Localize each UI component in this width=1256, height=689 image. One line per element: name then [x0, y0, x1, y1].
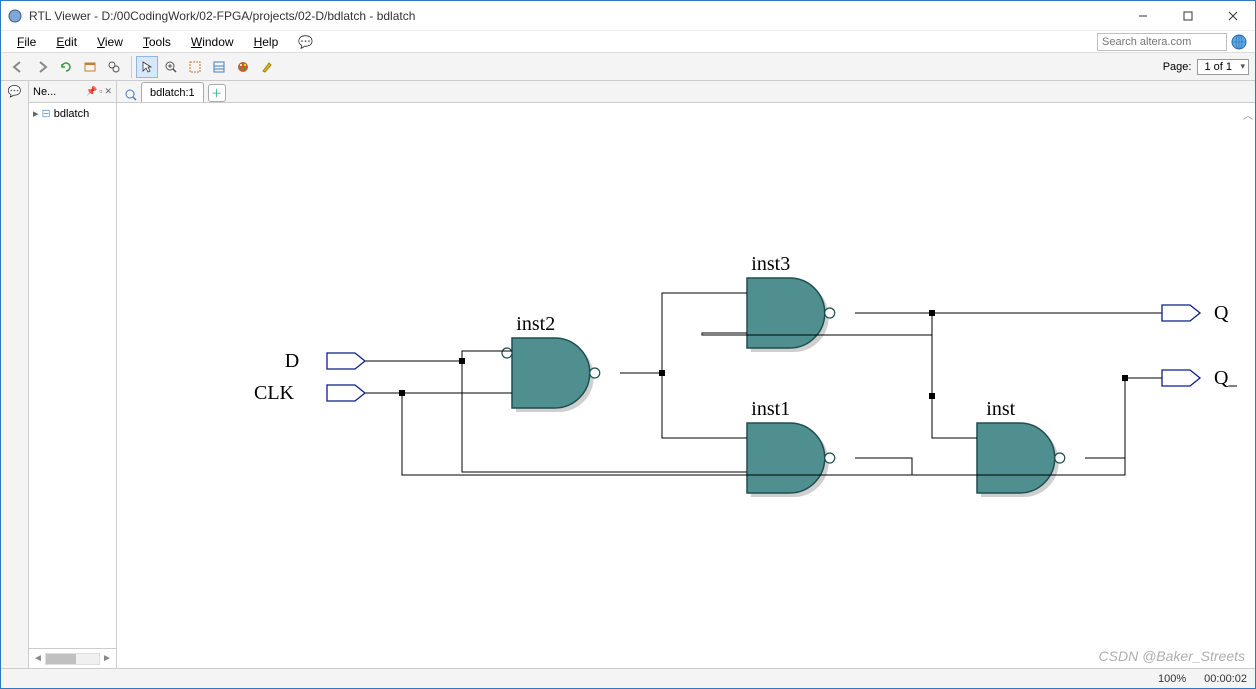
titlebar: RTL Viewer - D:/00CodingWork/02-FPGA/pro… [1, 1, 1255, 31]
add-tab-button[interactable]: ＋ [208, 84, 226, 102]
menu-tools[interactable]: Tools [135, 33, 179, 51]
minimize-button[interactable] [1120, 1, 1165, 31]
main-toolbar: Page: 1 of 1 [1, 53, 1255, 81]
back-button[interactable] [7, 56, 29, 78]
netlist-navigator: Ne... 📌 ▫ ✕ ▸ ⊟ bdlatch ◄ ► [29, 81, 117, 668]
expand-icon[interactable]: ▸ [33, 107, 39, 120]
svg-text:CLK: CLK [254, 382, 295, 404]
forward-button[interactable] [31, 56, 53, 78]
nav-tree[interactable]: ▸ ⊟ bdlatch [29, 103, 116, 648]
highlight-tool[interactable] [256, 56, 278, 78]
menu-file[interactable]: File [9, 33, 44, 51]
maximize-button[interactable] [1165, 1, 1210, 31]
refresh-button[interactable] [55, 56, 77, 78]
app-icon [7, 8, 23, 24]
nav-title: Ne... [33, 86, 56, 98]
tab-nav-icon[interactable] [121, 88, 141, 102]
nav-scrollbar[interactable] [45, 653, 100, 665]
svg-text:Q: Q [1214, 302, 1229, 324]
tree-root-row[interactable]: ▸ ⊟ bdlatch [33, 107, 112, 120]
feedback-icon[interactable]: 💬 [8, 85, 22, 98]
tree-root-label: bdlatch [54, 108, 89, 120]
new-window-button[interactable] [79, 56, 101, 78]
left-gutter: 💬 [1, 81, 29, 668]
page-label: Page: [1163, 61, 1192, 73]
menubar: File Edit View Tools Window Help 💬 [1, 31, 1255, 53]
svg-text:inst2: inst2 [516, 313, 555, 335]
menu-window[interactable]: Window [183, 33, 242, 51]
hierarchy-tool[interactable] [208, 56, 230, 78]
scroll-up-icon[interactable]: ︿ [1243, 107, 1253, 122]
fit-tool[interactable] [184, 56, 206, 78]
dock-icon[interactable]: ▫ [99, 86, 102, 97]
svg-text:inst: inst [986, 398, 1015, 420]
search-input[interactable] [1097, 33, 1227, 51]
page-selector[interactable]: 1 of 1 [1197, 59, 1249, 75]
hierarchy-icon: ⊟ [42, 107, 51, 120]
globe-icon[interactable] [1231, 34, 1247, 50]
tab-bdlatch[interactable]: bdlatch:1 [141, 82, 204, 102]
pointer-tool[interactable] [136, 56, 158, 78]
svg-text:inst3: inst3 [751, 253, 790, 275]
menu-edit[interactable]: Edit [48, 33, 85, 51]
schematic-canvas[interactable]: ︿ inst2 inst3 inst1 inst D CLK Q Q_n CSDN @Bake… [117, 103, 1255, 668]
palette-tool[interactable] [232, 56, 254, 78]
watermark: CSDN @Baker_Streets [1099, 648, 1245, 664]
time-value: 00:00:02 [1204, 673, 1247, 685]
close-button[interactable] [1210, 1, 1255, 31]
scroll-left-icon[interactable]: ◄ [31, 653, 45, 664]
close-nav-icon[interactable]: ✕ [104, 86, 112, 97]
statusbar: 100% 00:00:02 [1, 668, 1255, 688]
pin-icon[interactable]: 📌 [86, 86, 97, 97]
svg-text:D: D [285, 350, 299, 372]
svg-text:inst1: inst1 [751, 398, 790, 420]
menu-help[interactable]: Help [246, 33, 287, 51]
tab-label: bdlatch:1 [150, 87, 195, 99]
menu-feedback-icon[interactable]: 💬 [290, 33, 321, 51]
scroll-right-icon[interactable]: ► [100, 653, 114, 664]
zoom-tool[interactable] [160, 56, 182, 78]
zoom-value: 100% [1158, 673, 1186, 685]
find-button[interactable] [103, 56, 125, 78]
menu-view[interactable]: View [89, 33, 131, 51]
window-title: RTL Viewer - D:/00CodingWork/02-FPGA/pro… [29, 9, 1120, 23]
svg-text:Q_n: Q_n [1214, 367, 1237, 389]
tabstrip: bdlatch:1 ＋ [117, 81, 1255, 103]
